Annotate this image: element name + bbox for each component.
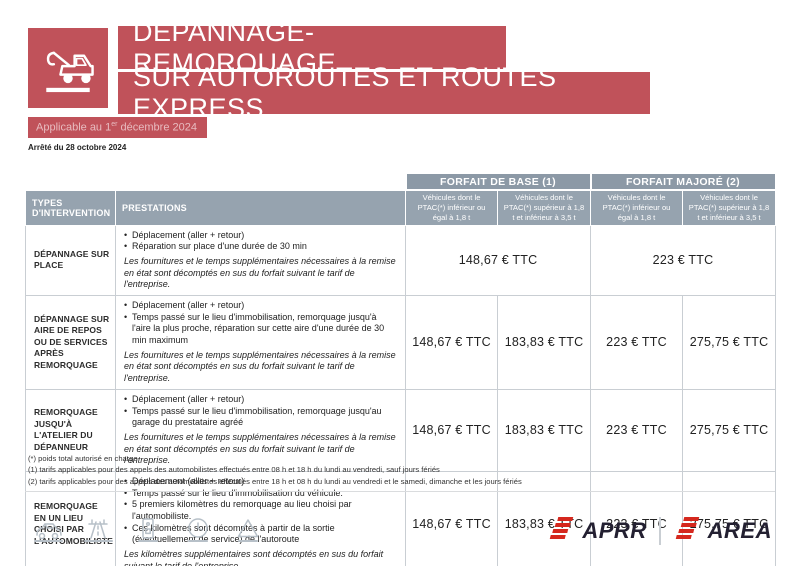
table-row: DÉPANNAGE SUR AIRE DE REPOS OU DE SERVIC… [25,295,776,390]
price-base: 148,67 € TTC [405,224,591,297]
prestation-note: Les kilomètres supplémentaires sont déco… [124,549,384,566]
clock-icon [180,512,216,548]
footer-pictograms [30,512,266,548]
price-base-heavy: 183,83 € TTC [497,470,591,566]
prestation-note: Les fournitures et le temps supplémentai… [124,255,396,290]
area-logo: AREA [673,514,772,547]
footer-divider [25,491,775,492]
brand-logos: APRR AREA [547,514,772,547]
header-spacer [25,173,406,190]
table-row: REMORQUAGE EN UN LIEU CHOISI PAR L'AUTOM… [25,470,776,566]
page-subtitle: SUR AUTOROUTES ET ROUTES EXPRESS [118,62,650,123]
price-majore-light: 223 € TTC [590,295,683,390]
prestation-line: Temps passé sur le lieu d'immobilisation… [124,312,397,347]
decree-note: Arrêté du 28 octobre 2024 [28,143,127,152]
intervention-type: REMORQUAGE EN UN LIEU CHOISI PAR L'AUTOM… [25,470,116,566]
emergency-call-box-icon [130,512,166,548]
table-row: REMORQUAGE JUSQU'À L'ATELIER DU DÉPANNEU… [25,388,776,472]
tariff-table: FORFAIT DE BASE (1) FORFAIT MAJORÉ (2) T… [25,172,777,566]
prestation-line: Déplacement (aller + retour) [124,300,397,312]
price-base-light: 148,67 € TTC [405,295,498,390]
prestations-cell: Déplacement (aller + retour) Temps passé… [115,388,406,472]
price-majore: 223 € TTC [590,224,776,297]
prestation-line: Temps passé sur le lieu d'immobilisation… [124,406,397,429]
price-base-heavy: 183,83 € TTC [497,295,591,390]
intervention-type: DÉPANNAGE SUR PLACE [25,224,116,297]
prestations-cell: Déplacement (aller + retour) Temps passé… [115,295,406,390]
prestations-cell: Déplacement (aller + retour) Réparation … [115,224,406,297]
prestation-line: Réparation sur place d'une durée de 30 m… [124,241,397,253]
area-logo-text: AREA [707,517,772,543]
ptac-header-2: Véhicules dont le PTAC(*) supérieur à 1,… [497,189,591,226]
price-base-light: 148,67 € TTC [405,470,498,566]
col-header-prestations: PRESTATIONS [115,189,406,226]
ptac-header-4: Véhicules dont le PTAC(*) supérieur à 1,… [682,189,776,226]
aprr-logo: APRR [547,514,646,547]
logo-separator [658,516,661,545]
prestations-cell: Déplacement (aller + retour) Temps passé… [115,470,406,566]
table-row: DÉPANNAGE SUR PLACE Déplacement (aller +… [25,224,776,297]
prestation-note: Les fournitures et le temps supplémentai… [124,431,396,466]
prestation-line: Déplacement (aller + retour) [124,476,397,488]
column-header-row: TYPES D'INTERVENTION PRESTATIONS Véhicul… [25,189,776,226]
group-header-base: FORFAIT DE BASE (1) [404,172,592,191]
footnotes: (*) poids total autorisé en charge (1) t… [28,453,522,487]
prestation-line: Déplacement (aller + retour) [124,230,397,242]
price-majore-light: 223 € TTC [590,388,683,472]
footnote-ptac: (*) poids total autorisé en charge [28,454,138,463]
ptac-header-1: Véhicules dont le PTAC(*) inférieur ou é… [405,189,498,226]
warning-triangle-icon [230,512,266,548]
prestation-line: Ces kilomètres sont décomptés à partir d… [124,523,397,546]
footnote-base: (1) tarifs applicables pour des appels d… [28,465,440,475]
prestation-line: Temps passé sur le lieu d'immobilisation… [124,488,397,500]
assistance-car-icon [30,512,66,548]
price-majore-heavy: 275,75 € TTC [682,388,776,472]
area-logo-icon [673,514,703,547]
intervention-type: DÉPANNAGE SUR AIRE DE REPOS OU DE SERVIC… [25,295,116,390]
highway-icon [80,512,116,548]
col-header-types: TYPES D'INTERVENTION [25,189,116,226]
page-title: DÉPANNAGE-REMORQUAGE [118,17,506,78]
aprr-logo-icon [547,514,577,547]
applicable-date-badge: Applicable au 1er décembre 2024 [28,117,207,138]
group-header-majore: FORFAIT MAJORÉ (2) [589,172,777,191]
prestation-line: Déplacement (aller + retour) [124,394,397,406]
aprr-logo-text: APRR [582,517,647,543]
ptac-header-3: Véhicules dont le PTAC(*) inférieur ou é… [590,189,683,226]
price-majore-heavy: 275,75 € TTC [682,295,776,390]
prestation-line: 5 premiers kilomètres du remorquage au l… [124,499,397,522]
footnote-majore: (2) tarifs applicables pour des appels d… [28,476,522,486]
tow-truck-icon [28,28,108,108]
prestation-note: Les fournitures et le temps supplémentai… [124,349,396,384]
price-majore-light: 223 € TTC [590,470,683,566]
price-base-light: 148,67 € TTC [405,388,498,472]
price-base-heavy: 183,83 € TTC [497,388,591,472]
group-header-row: FORFAIT DE BASE (1) FORFAIT MAJORÉ (2) [25,172,777,191]
